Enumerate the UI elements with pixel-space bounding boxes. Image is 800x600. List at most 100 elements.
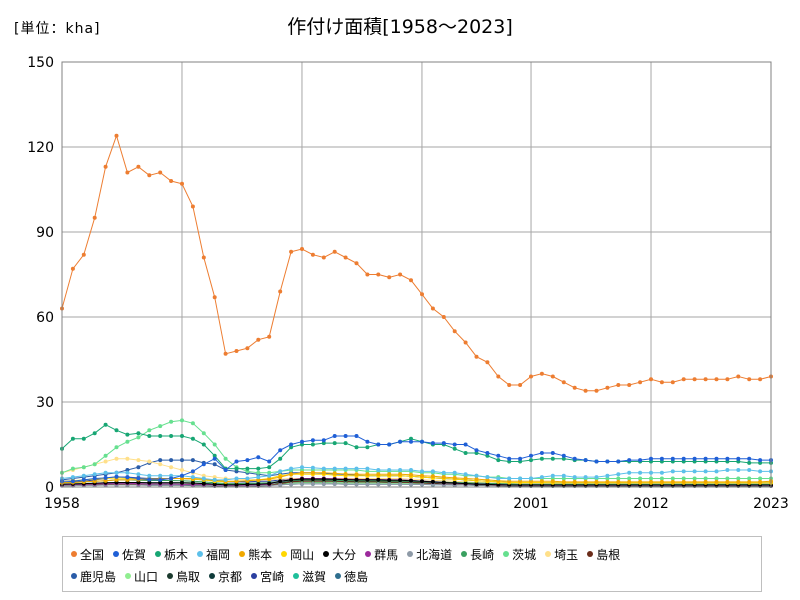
data-point <box>485 360 490 365</box>
data-point <box>649 476 653 481</box>
data-point <box>463 442 468 447</box>
data-point <box>561 473 566 478</box>
legend-label: 鹿児島 <box>80 569 117 584</box>
data-point <box>310 470 315 475</box>
x-tick-label: 2012 <box>633 496 669 512</box>
legend-label: 宮崎 <box>260 569 285 584</box>
data-point <box>539 479 544 484</box>
legend-item: 全国 <box>71 546 104 563</box>
data-point <box>638 458 643 463</box>
data-point <box>321 470 326 475</box>
data-point <box>518 479 523 484</box>
data-point <box>539 456 544 461</box>
data-point <box>212 456 217 461</box>
data-point <box>125 468 130 472</box>
legend-label: 大分 <box>332 547 357 562</box>
grid-lines <box>62 61 771 487</box>
data-point <box>289 477 294 482</box>
x-tick-label: 2023 <box>753 496 789 512</box>
data-point <box>496 374 501 379</box>
data-point <box>267 477 272 482</box>
data-point <box>256 455 261 460</box>
data-point <box>747 468 752 472</box>
data-point <box>256 475 261 480</box>
data-point <box>289 482 294 487</box>
data-point <box>714 476 719 481</box>
data-point <box>103 164 108 169</box>
series-line <box>62 435 771 482</box>
series-line <box>61 466 771 481</box>
data-point <box>725 476 730 481</box>
data-point <box>234 459 239 464</box>
data-point <box>300 481 304 486</box>
data-point <box>561 456 566 461</box>
data-point <box>747 476 752 481</box>
legend-label: 徳島 <box>344 569 369 584</box>
data-point <box>659 470 664 475</box>
data-point <box>169 476 174 481</box>
data-point <box>572 479 577 484</box>
data-point <box>420 439 424 444</box>
y-tick-label: 60 <box>36 310 54 326</box>
data-point <box>474 451 479 455</box>
data-point <box>365 466 370 471</box>
data-point <box>638 476 643 481</box>
legend-label: 全国 <box>80 547 105 562</box>
data-point <box>474 354 479 359</box>
data-point <box>332 481 337 486</box>
legend-marker <box>407 551 414 557</box>
data-point <box>169 179 174 183</box>
data-point <box>550 456 555 461</box>
data-point <box>518 459 523 464</box>
data-point <box>627 476 632 481</box>
data-point <box>376 477 381 482</box>
data-point <box>485 451 490 455</box>
data-point <box>409 468 413 472</box>
data-point <box>332 477 337 482</box>
data-point <box>485 477 490 482</box>
data-point <box>572 456 577 461</box>
data-point <box>409 278 413 283</box>
data-point <box>114 456 119 461</box>
data-point <box>714 479 719 484</box>
data-point <box>681 476 686 481</box>
data-point <box>158 462 163 467</box>
data-point <box>474 448 479 453</box>
data-point <box>223 482 228 487</box>
data-point <box>714 469 719 474</box>
data-point <box>354 472 359 477</box>
data-point <box>747 479 752 484</box>
data-point <box>627 383 632 387</box>
legend-item: 山口 <box>125 568 158 585</box>
data-point <box>649 459 653 464</box>
data-point <box>321 438 326 443</box>
data-point <box>681 469 686 474</box>
data-point <box>114 470 119 475</box>
data-point <box>245 476 250 481</box>
data-point <box>245 458 250 463</box>
data-point <box>441 480 446 485</box>
data-point <box>354 261 359 266</box>
y-tick-label: 90 <box>36 225 54 241</box>
data-point <box>310 442 315 447</box>
data-point <box>441 470 446 475</box>
data-point <box>278 475 283 480</box>
legend-row: 鹿児島 山口 鳥取 京都 宮崎 滋賀 徳島 <box>71 565 761 587</box>
series-line <box>61 424 771 470</box>
series-lines <box>60 133 773 489</box>
data-point <box>638 479 643 484</box>
data-point <box>572 475 577 480</box>
data-point <box>343 441 348 446</box>
data-point <box>681 377 686 382</box>
series-熊本 <box>60 470 773 485</box>
data-point <box>114 477 119 482</box>
data-point <box>594 459 599 464</box>
data-point <box>507 459 512 464</box>
data-point <box>125 170 130 175</box>
data-point <box>354 466 359 471</box>
data-point <box>539 371 544 376</box>
data-point <box>190 421 195 426</box>
data-point <box>681 456 686 461</box>
legend: 全国 佐賀 栃木 福岡 熊本 岡山 大分 群馬 北海道 長崎 茨城 埼玉 島根 鹿児島 山口 鳥取 京都 宮崎 滋賀… <box>62 536 762 592</box>
legend-marker <box>239 551 246 557</box>
